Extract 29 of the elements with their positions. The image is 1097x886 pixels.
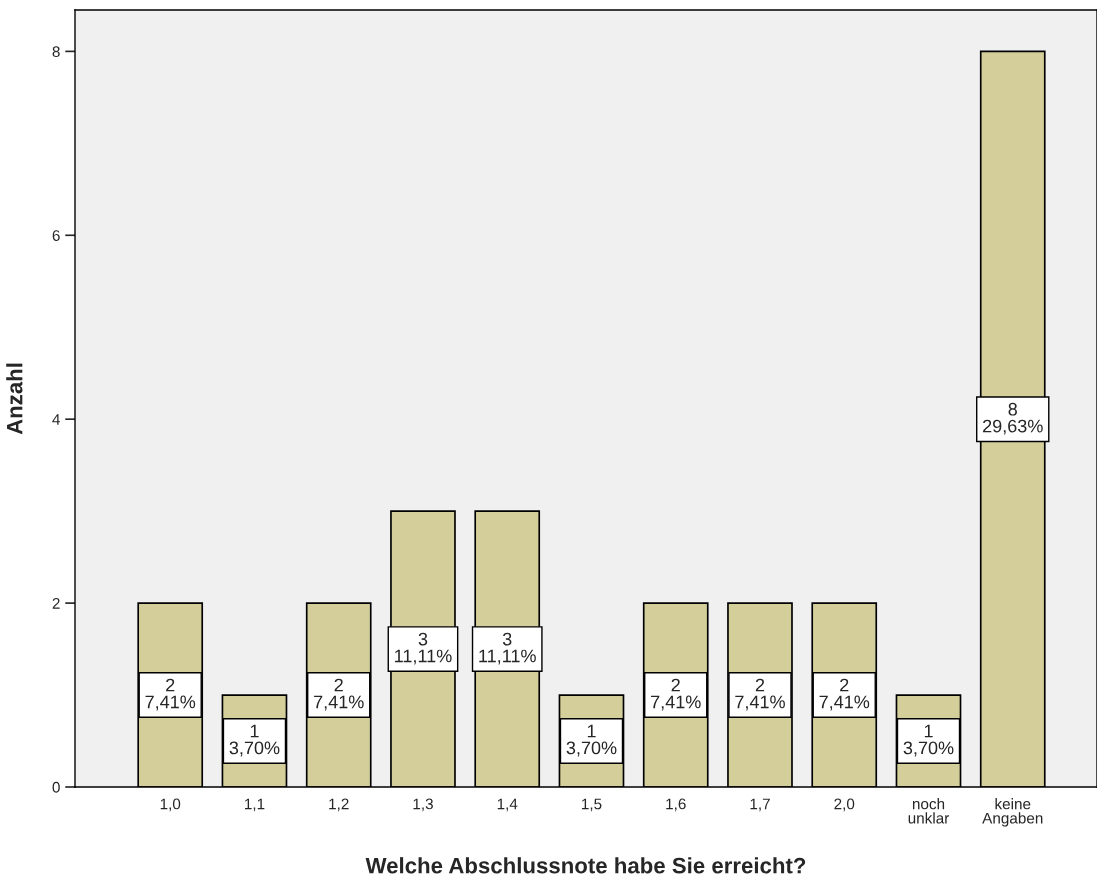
data-label: 2 7,41% <box>145 678 196 711</box>
x-tick-label: 1,5 <box>582 798 602 812</box>
y-axis-title: Anzahl <box>6 363 23 435</box>
x-tick-label: 1,7 <box>750 798 770 812</box>
x-tick-label: noch unklar <box>908 798 950 824</box>
y-tick-label: 8 <box>52 46 60 58</box>
data-label: 3 11,11% <box>479 632 536 665</box>
data-label: 2 7,41% <box>651 678 701 711</box>
x-tick-label: 1,4 <box>497 798 518 812</box>
x-tick-label: 1,0 <box>160 798 181 812</box>
y-tick-label: 2 <box>52 597 60 609</box>
x-tick-label: 1,6 <box>666 798 686 812</box>
x-tick-label: keine Angaben <box>982 798 1043 827</box>
x-axis-title: Welche Abschlussnote habe Sie erreicht? <box>365 857 806 874</box>
x-tick-label: 1,3 <box>413 798 433 812</box>
y-tick-label: 4 <box>52 414 60 425</box>
x-tick-label: 2,0 <box>834 798 855 812</box>
data-label: 1 3,70% <box>566 724 617 757</box>
x-tick-label: 1,2 <box>329 798 349 812</box>
data-label: 2 7,41% <box>735 678 785 711</box>
data-label: 1 3,70% <box>903 724 954 757</box>
data-label: 2 7,41% <box>819 678 870 711</box>
y-tick-label: 0 <box>52 781 60 793</box>
x-tick-label: 1,1 <box>245 798 265 812</box>
data-label: 3 11,11% <box>395 632 452 665</box>
data-label: 8 29,63% <box>983 402 1043 435</box>
y-tick-label: 6 <box>52 230 60 241</box>
data-label: 1 3,70% <box>229 724 280 757</box>
data-label: 2 7,41% <box>314 678 364 711</box>
